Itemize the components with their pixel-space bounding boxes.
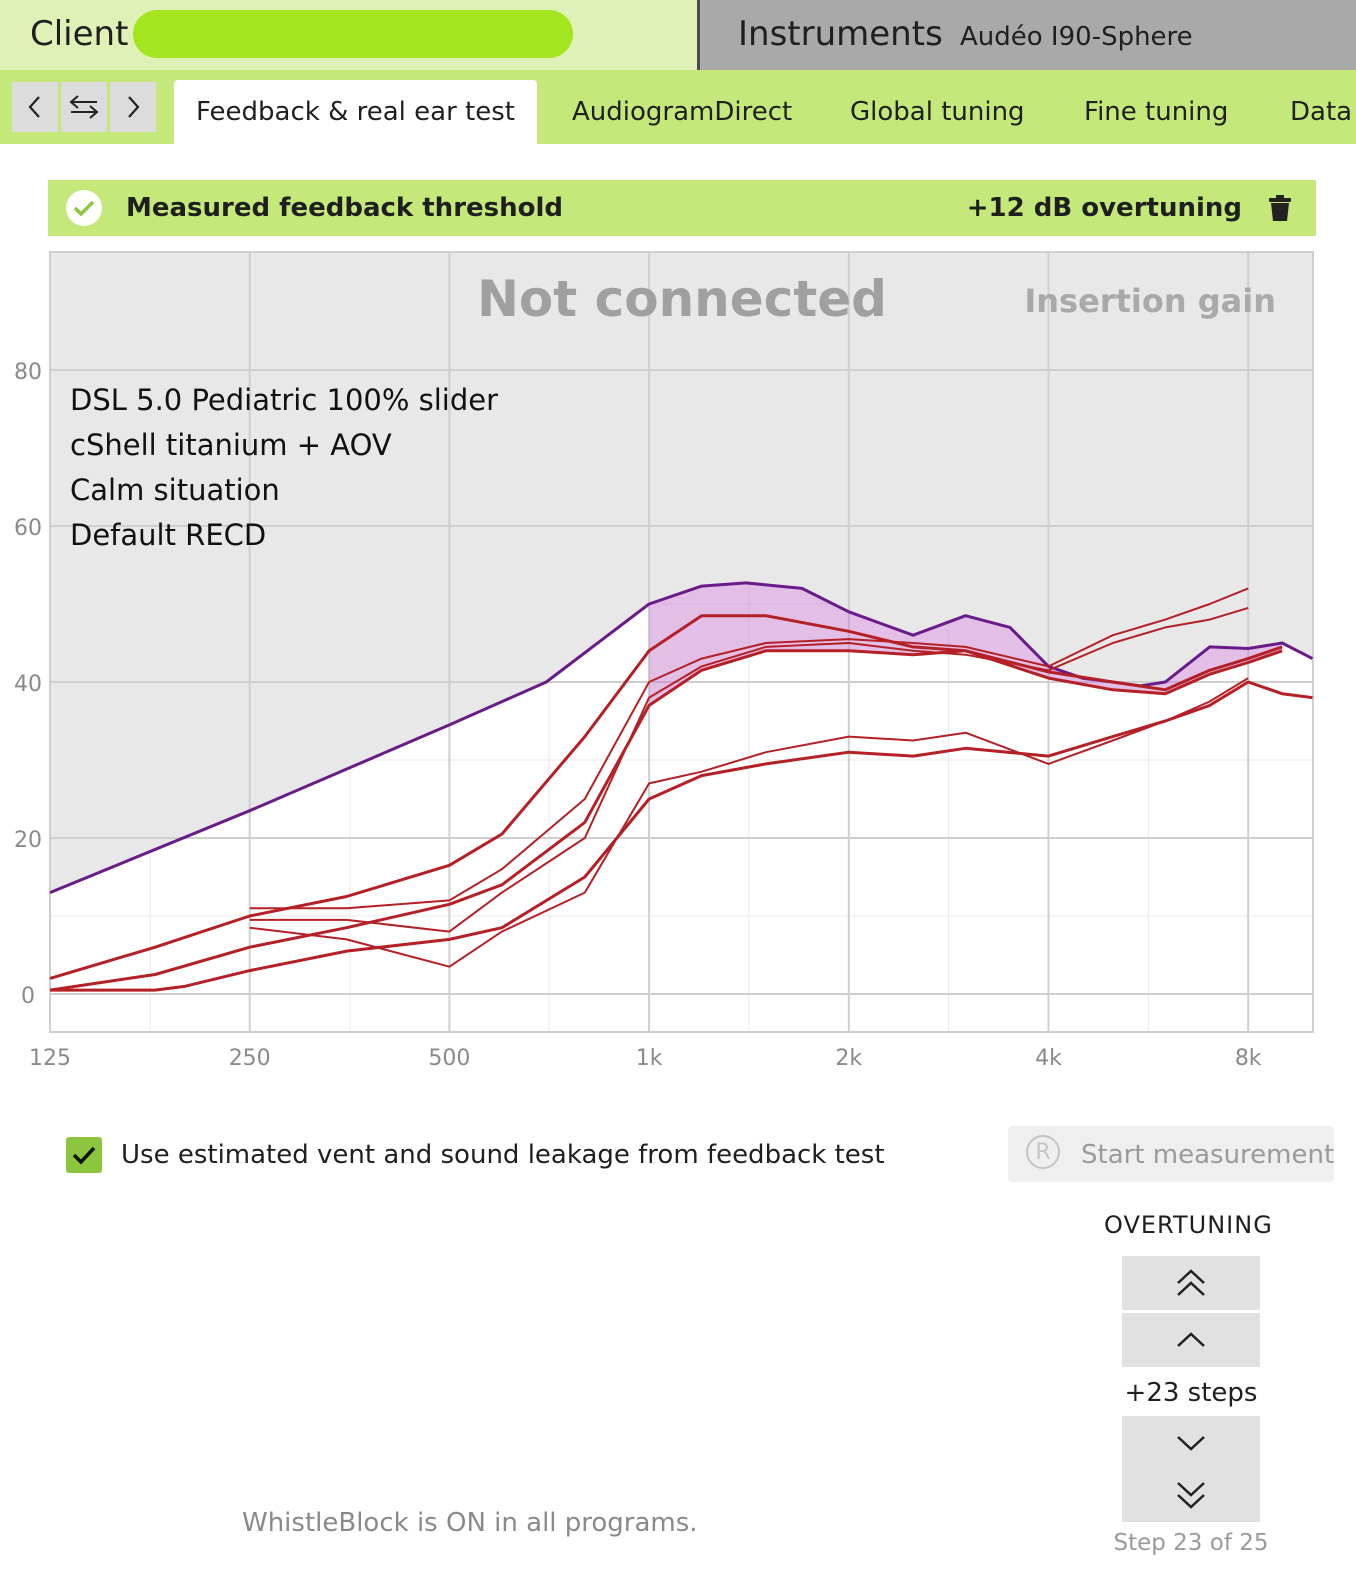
check-circle-icon bbox=[66, 190, 102, 226]
chevron-left-icon bbox=[28, 96, 40, 118]
overtuning-summary: +12 dB overtuning bbox=[966, 193, 1242, 223]
client-label: Client bbox=[30, 14, 129, 54]
feedback-threshold-line bbox=[49, 581, 1314, 894]
trash-icon bbox=[1269, 195, 1291, 221]
gain-curve-line bbox=[49, 649, 1283, 992]
registered-circle-icon: R bbox=[1026, 1135, 1060, 1169]
client-header: Client bbox=[0, 0, 697, 70]
chevron-up-icon bbox=[1177, 1332, 1205, 1347]
instruments-header: Instruments Audéo I90-Sphere bbox=[697, 0, 1356, 70]
y-tick-labels: 0 20 40 60 80 bbox=[14, 360, 42, 1009]
device-name[interactable]: Audéo I90-Sphere bbox=[960, 22, 1193, 52]
target-curve-line bbox=[249, 677, 1249, 968]
above-threshold-shade bbox=[50, 252, 1313, 893]
nav-back-button[interactable] bbox=[12, 82, 58, 132]
target-curve-line bbox=[249, 587, 1249, 910]
chart-note: cShell titanium + AOV bbox=[70, 428, 392, 462]
plot-border bbox=[49, 251, 1314, 1033]
insertion-gain-chart: 0 20 40 60 80 125 250 500 1k 2k 4k 8k Not connecte… bbox=[14, 251, 1314, 1071]
delete-measurement-button[interactable] bbox=[1266, 192, 1294, 224]
use-estimated-vent-label[interactable]: Use estimated vent and sound leakage fro… bbox=[121, 1140, 885, 1170]
y-tick-label: 40 bbox=[14, 672, 42, 697]
start-measurement-label: Start measurement bbox=[1081, 1140, 1335, 1170]
y-tick-label: 0 bbox=[21, 984, 35, 1009]
insertion-gain-label: Insertion gain bbox=[1024, 282, 1276, 320]
tab-audiogramdirect[interactable]: AudiogramDirect bbox=[572, 97, 793, 127]
y-tick-label: 60 bbox=[14, 516, 42, 541]
feedback-status-text: Measured feedback threshold bbox=[126, 193, 564, 223]
x-tick-label: 500 bbox=[428, 1046, 470, 1071]
overtuning-step-down-button[interactable] bbox=[1122, 1416, 1260, 1470]
tab-fine-tuning[interactable]: Fine tuning bbox=[1084, 97, 1229, 127]
series-layer bbox=[49, 581, 1314, 992]
chevron-right-icon bbox=[128, 96, 140, 118]
overtuning-title: OVERTUNING bbox=[1104, 1211, 1273, 1239]
overtuning-step-down-fast-button[interactable] bbox=[1122, 1468, 1260, 1522]
whistleblock-status: WhistleBlock is ON in all programs. bbox=[242, 1508, 698, 1538]
chevron-down-icon bbox=[1177, 1436, 1205, 1451]
x-tick-labels: 125 250 500 1k 2k 4k 8k bbox=[29, 1046, 1262, 1071]
chart-note: DSL 5.0 Pediatric 100% slider bbox=[70, 383, 498, 417]
tab-global-tuning[interactable]: Global tuning bbox=[850, 97, 1025, 127]
y-tick-label: 80 bbox=[14, 360, 42, 385]
tab-feedback-real-ear-test[interactable]: Feedback & real ear test bbox=[174, 80, 537, 144]
chart-note: Calm situation bbox=[70, 473, 280, 507]
chart-note: Default RECD bbox=[70, 518, 266, 552]
overtuning-step-up-fast-button[interactable] bbox=[1122, 1256, 1260, 1310]
x-tick-label: 2k bbox=[835, 1046, 862, 1071]
double-chevron-down-icon bbox=[1177, 1482, 1205, 1509]
x-tick-label: 250 bbox=[229, 1046, 271, 1071]
checkmark-icon bbox=[72, 1146, 96, 1165]
x-tick-label: 8k bbox=[1235, 1046, 1262, 1071]
gain-curve-line bbox=[50, 680, 1313, 992]
nav-swap-button[interactable] bbox=[61, 82, 107, 132]
not-connected-watermark: Not connected bbox=[477, 270, 887, 328]
x-tick-label: 4k bbox=[1035, 1046, 1062, 1071]
feedback-status-banner bbox=[48, 180, 1316, 236]
x-tick-label: 125 bbox=[29, 1046, 71, 1071]
use-estimated-vent-checkbox[interactable] bbox=[66, 1137, 102, 1173]
gain-curve-line bbox=[49, 614, 1283, 980]
overtuning-step-indicator: Step 23 of 25 bbox=[1113, 1530, 1269, 1556]
double-chevron-up-icon bbox=[1177, 1269, 1205, 1296]
swap-arrows-icon bbox=[69, 95, 99, 119]
overtuning-margin-area bbox=[649, 582, 1283, 706]
tab-data[interactable]: Data bbox=[1290, 97, 1353, 127]
nav-forward-button[interactable] bbox=[110, 82, 156, 132]
x-tick-label: 1k bbox=[636, 1046, 663, 1071]
y-tick-label: 20 bbox=[14, 828, 42, 853]
target-curve-line bbox=[249, 606, 1249, 933]
overtuning-step-up-button[interactable] bbox=[1122, 1313, 1260, 1367]
instruments-label: Instruments bbox=[738, 14, 943, 54]
client-name-redaction bbox=[133, 10, 573, 58]
start-measurement-button[interactable]: R Start measurement bbox=[1008, 1126, 1334, 1182]
overtuning-steps-value: +23 steps bbox=[1124, 1378, 1258, 1408]
